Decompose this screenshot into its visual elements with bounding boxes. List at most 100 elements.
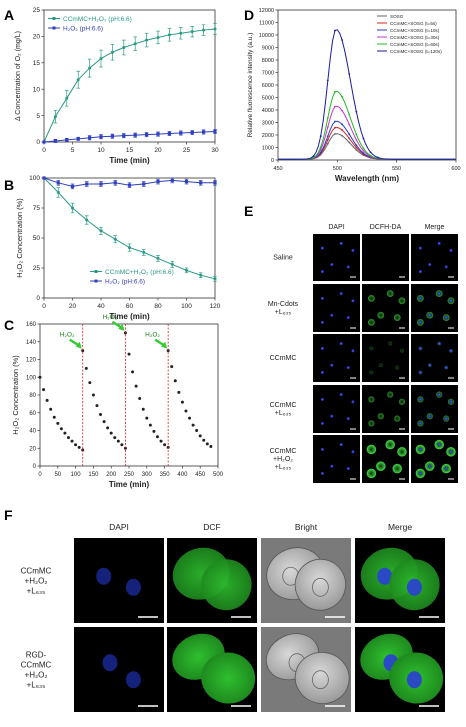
data-point: [66, 436, 70, 440]
nucleus: [330, 414, 334, 419]
data-point: [156, 180, 160, 184]
y-axis-label: H₂O₂ Concentration (%): [15, 198, 24, 278]
dcf-cell: [201, 652, 256, 704]
data-point: [198, 434, 202, 438]
data-point: [128, 246, 131, 250]
data-point: [59, 427, 63, 431]
legend-entry: H₂O₂ (pH:6.6): [63, 26, 103, 33]
data-point: [141, 407, 145, 411]
nucleus: [406, 578, 422, 596]
y-tick-label: 60: [29, 411, 36, 417]
y-tick-label: 50: [33, 235, 41, 242]
spectrum-line: [278, 29, 456, 160]
column-header: DAPI: [109, 522, 129, 532]
dcf-signal: [369, 370, 374, 375]
y-tick-label: 12000: [259, 8, 274, 14]
nucleus: [339, 291, 344, 296]
data-point: [145, 416, 149, 420]
dcf-signal: [387, 341, 393, 346]
addition-label: H₂O₂: [60, 332, 75, 339]
data-point: [213, 129, 217, 134]
spectrum-point: [341, 129, 343, 131]
addition-label: H₂O₂: [102, 314, 117, 321]
y-tick-label: 80: [29, 393, 36, 399]
legend-marker: [52, 26, 56, 30]
micrograph: [313, 234, 360, 281]
data-point: [77, 445, 81, 449]
dcf-signal: [377, 412, 385, 420]
nucleus: [339, 241, 344, 246]
x-tick-label: 450: [195, 472, 206, 478]
addition-arrow-head: [161, 341, 168, 349]
nucleus: [320, 397, 325, 402]
data-point: [110, 134, 114, 138]
nucleus: [437, 341, 442, 346]
data-point: [76, 78, 80, 82]
dcf-cell: [201, 559, 252, 611]
data-point: [145, 38, 149, 42]
spectrum-point: [369, 154, 372, 157]
addition-arrow-head: [75, 341, 82, 349]
dcf-signal: [367, 419, 375, 427]
nucleus: [444, 466, 449, 471]
data-point: [179, 131, 183, 135]
data-point: [163, 443, 167, 447]
data-point: [190, 130, 194, 135]
data-point: [113, 181, 117, 185]
series-line: [43, 130, 216, 143]
column-header: DCFH-DA: [370, 224, 402, 231]
legend-entry: CCmMC+SOSG (t=60s): [390, 42, 440, 47]
data-point: [190, 30, 194, 34]
panel-e-microscopy: DAPI DCFH-DA Merge Saline Mn-Cdots +L₆₃₅ CCmMC…: [268, 224, 458, 483]
nucleus: [449, 248, 453, 253]
data-point: [81, 349, 85, 353]
y-tick-label: 20: [29, 446, 36, 452]
y-tick-label: 0: [271, 158, 274, 164]
nucleus: [351, 400, 355, 404]
spectrum-point: [319, 151, 322, 154]
data-point: [71, 206, 74, 210]
nucleus: [437, 241, 442, 246]
x-tick-label: 25: [183, 147, 191, 154]
x-tick-label: 300: [142, 472, 153, 478]
dcf-signal: [367, 318, 376, 327]
data-point: [53, 139, 57, 143]
data-point: [88, 136, 92, 140]
spectrum-point: [369, 151, 372, 154]
legend-marker: [94, 279, 98, 283]
y-tick-label: 9000: [262, 46, 274, 52]
spectrum-line: [278, 105, 456, 160]
data-point: [177, 390, 181, 394]
spectrum-point: [355, 148, 358, 151]
y-tick-label: 1000: [262, 146, 274, 152]
y-tick-label: 160: [26, 322, 37, 328]
spectrum-point: [348, 113, 351, 116]
spectrum-point: [348, 72, 351, 75]
dcf-signal: [398, 297, 406, 305]
row-label: CCmMC: [270, 355, 297, 362]
y-tick-label: 15: [33, 60, 41, 67]
data-point: [76, 137, 80, 141]
data-point: [199, 181, 203, 185]
y-tick-label: 0: [36, 295, 40, 302]
data-point: [179, 31, 183, 35]
spectrum-point: [326, 135, 329, 138]
nucleus: [406, 671, 422, 689]
panel-letter-b: B: [4, 177, 14, 193]
x-tick-label: 20: [154, 147, 162, 154]
spectrum-point: [348, 123, 351, 126]
chart-c-h2o2-cycles: 0 50 100 150 200 250 300 350 400 450 500 0 20 40 60 80 1…: [11, 314, 224, 489]
data-point: [85, 182, 89, 186]
x-tick-label: 20: [69, 303, 77, 310]
plot-frame: [39, 323, 219, 467]
spectrum-point: [312, 155, 315, 157]
spectrum-point: [319, 148, 322, 151]
bright-cell: [294, 652, 350, 704]
legend-entry: CCmMC+H₂O₂ (pH:6.6): [105, 269, 174, 276]
data-point: [142, 182, 146, 186]
data-point: [88, 381, 92, 385]
y-axis-label: Δ Concentration of O₂ (mg/L): [15, 31, 22, 121]
x-tick-label: 450: [273, 166, 282, 172]
nucleus: [418, 471, 423, 476]
nucleus: [330, 464, 334, 469]
